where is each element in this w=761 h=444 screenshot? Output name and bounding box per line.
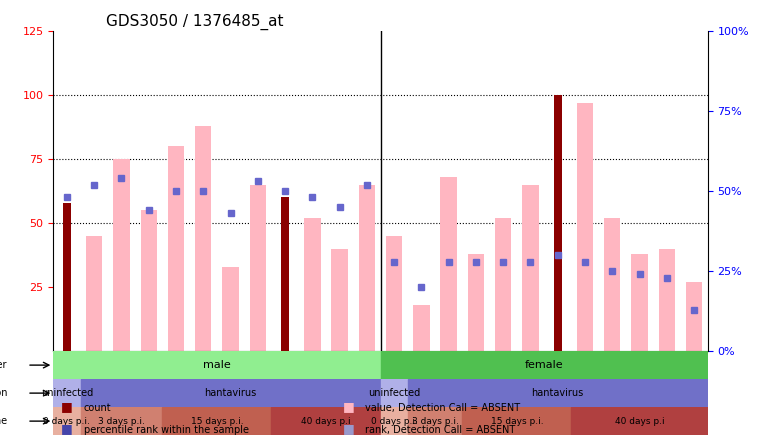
Text: male: male (203, 360, 231, 370)
Bar (572, 407, 708, 435)
Text: gender: gender (0, 360, 8, 370)
Text: ■: ■ (61, 422, 72, 435)
Bar (81, 379, 380, 407)
Bar (632, 254, 648, 351)
Bar (522, 185, 539, 351)
Text: GDS3050 / 1376485_at: GDS3050 / 1376485_at (106, 13, 283, 30)
Text: female: female (525, 360, 563, 370)
Text: 3 days p.i.: 3 days p.i. (412, 416, 458, 426)
Text: 0 days p.i.: 0 days p.i. (371, 416, 418, 426)
Bar (386, 236, 403, 351)
Text: infection: infection (0, 388, 8, 398)
Bar (195, 126, 212, 351)
Text: percentile rank within the sample: percentile rank within the sample (84, 425, 249, 435)
Bar (250, 185, 266, 351)
Bar (113, 159, 129, 351)
Text: hantavirus: hantavirus (532, 388, 584, 398)
Bar (81, 407, 162, 435)
Text: uninfected: uninfected (41, 388, 93, 398)
Bar (167, 146, 184, 351)
Text: ■: ■ (61, 400, 72, 413)
Text: ■: ■ (342, 422, 354, 435)
Text: rank, Detection Call = ABSENT: rank, Detection Call = ABSENT (365, 425, 515, 435)
Bar (604, 218, 620, 351)
Bar (413, 305, 429, 351)
Bar (659, 249, 675, 351)
Bar (380, 351, 708, 379)
Text: uninfected: uninfected (368, 388, 420, 398)
Bar (358, 185, 375, 351)
Text: 3 days p.i.: 3 days p.i. (98, 416, 145, 426)
Bar (686, 282, 702, 351)
Bar (408, 379, 708, 407)
Bar (332, 249, 348, 351)
Bar (495, 218, 511, 351)
Bar (380, 379, 408, 407)
Bar (304, 218, 320, 351)
Text: 40 days p.i: 40 days p.i (615, 416, 664, 426)
Text: count: count (84, 403, 111, 413)
Bar (577, 103, 594, 351)
Bar (380, 407, 408, 435)
Text: 40 days p.i: 40 days p.i (301, 416, 351, 426)
Bar (141, 210, 157, 351)
Bar (63, 202, 71, 351)
Bar (468, 254, 484, 351)
Bar (222, 267, 239, 351)
Bar (53, 379, 81, 407)
Text: value, Detection Call = ABSENT: value, Detection Call = ABSENT (365, 403, 521, 413)
Text: hantavirus: hantavirus (205, 388, 256, 398)
Bar (162, 407, 272, 435)
Text: time: time (0, 416, 8, 426)
Bar (441, 177, 457, 351)
Bar (53, 407, 81, 435)
Bar (281, 198, 289, 351)
Text: 15 days p.i.: 15 days p.i. (491, 416, 543, 426)
Bar (408, 407, 463, 435)
Text: 15 days p.i.: 15 days p.i. (190, 416, 244, 426)
Bar (272, 407, 380, 435)
Bar (53, 351, 380, 379)
Bar (463, 407, 572, 435)
Text: 0 days p.i.: 0 days p.i. (43, 416, 91, 426)
Bar (86, 236, 102, 351)
Text: ■: ■ (342, 400, 354, 413)
Bar (554, 95, 562, 351)
